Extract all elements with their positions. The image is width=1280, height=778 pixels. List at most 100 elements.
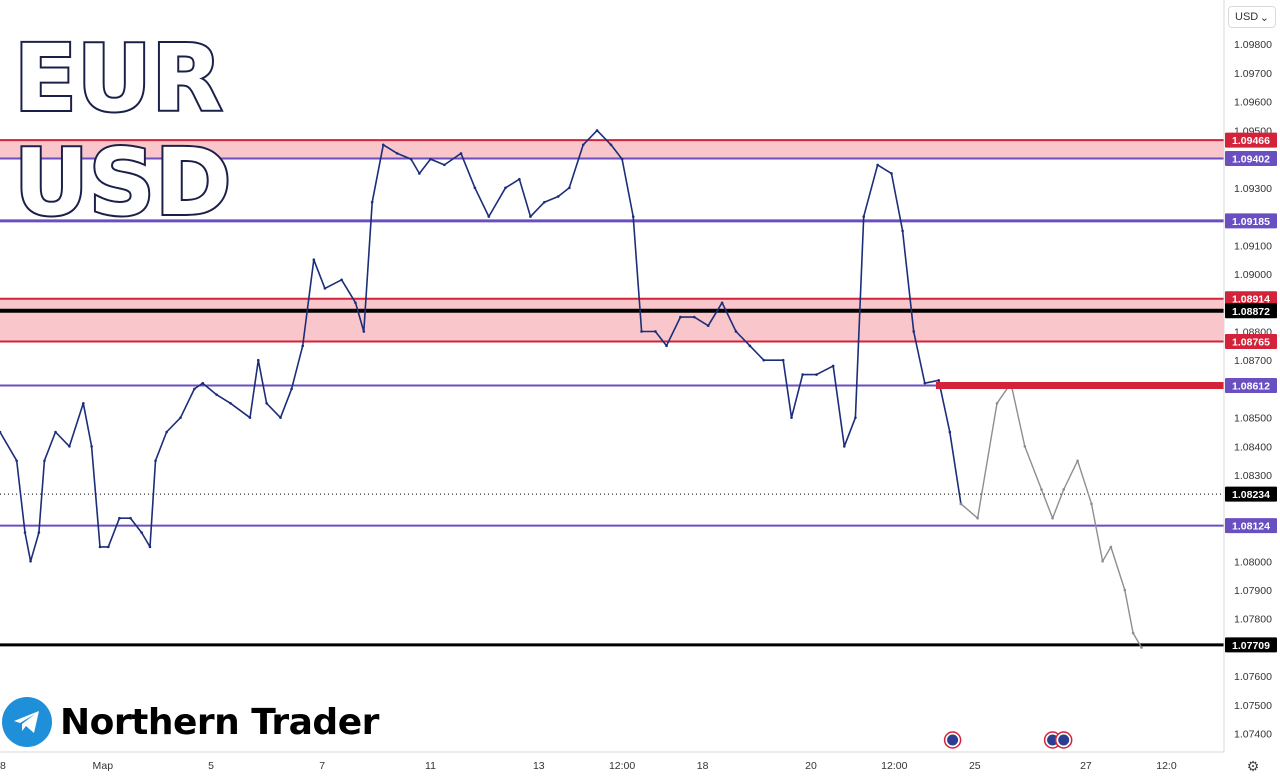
price-point <box>362 330 366 333</box>
price-point <box>581 143 585 147</box>
levels-layer <box>0 139 1224 647</box>
telegram-icon[interactable] <box>2 697 52 747</box>
price-point <box>706 324 710 328</box>
time-axis[interactable]: 28 Мар 5 7 11 13 12:00 18 20 12:00 25 27 12:0 <box>0 760 1177 772</box>
level-label-bg-4 <box>1225 303 1277 319</box>
price-tick-label: 1.09800 <box>1234 39 1272 51</box>
currency-selector-value: USD <box>1235 11 1259 23</box>
level-label-7: 1.08234 <box>1232 489 1270 501</box>
price-point <box>193 387 196 391</box>
price-point <box>340 278 343 282</box>
level-label-5: 1.08765 <box>1232 337 1270 349</box>
series-layer <box>0 129 1143 649</box>
price-point <box>1109 545 1113 549</box>
price-point <box>842 445 846 448</box>
level-label-8: 1.08124 <box>1232 521 1270 533</box>
price-point <box>937 379 941 382</box>
level-label-bg-0 <box>1225 132 1277 148</box>
price-point <box>720 301 724 305</box>
time-tick-label: 5 <box>208 760 214 772</box>
price-tick-label: 1.09100 <box>1234 240 1272 252</box>
price-tick-label: 1.08300 <box>1234 470 1272 482</box>
level-label-bg-2 <box>1225 213 1277 229</box>
level-label-3: 1.08914 <box>1232 294 1270 306</box>
us-flag-icon[interactable] <box>1054 731 1073 749</box>
brand-watermark: Northern Trader <box>2 696 379 748</box>
price-point <box>487 215 491 218</box>
supply-zone-1 <box>0 298 1224 342</box>
price-point <box>529 215 532 218</box>
level-label-9: 1.07709 <box>1232 640 1270 652</box>
level-label-bg-3 <box>1225 291 1277 307</box>
us-flag-icon[interactable] <box>943 731 962 749</box>
supply-zone-0 <box>0 140 1224 159</box>
price-point <box>1101 559 1104 563</box>
price-point <box>748 344 752 348</box>
price-point <box>948 430 952 434</box>
price-point <box>790 416 793 419</box>
price-point <box>229 401 232 405</box>
time-tick-label: 12:00 <box>881 760 907 772</box>
price-point <box>54 430 57 434</box>
currency-selector[interactable]: USD ⌄ <box>1228 6 1276 28</box>
price-tick-label: 1.07500 <box>1234 700 1272 712</box>
level-label-bg-8 <box>1225 518 1277 534</box>
time-tick-label: 28 <box>0 760 6 772</box>
brand-name: Northern Trader <box>60 701 379 743</box>
price-tick-label: 1.08500 <box>1234 413 1272 425</box>
price-point <box>23 531 27 534</box>
price-point <box>1131 631 1135 635</box>
price-point <box>381 143 385 147</box>
title-line-1: EUR <box>14 25 222 132</box>
price-axis[interactable]: 1.098001.097001.096001.095001.093001.091… <box>1234 39 1272 740</box>
price-point <box>179 416 182 419</box>
level-label-bg-9 <box>1225 637 1277 653</box>
price-point <box>301 344 305 348</box>
price-point <box>1123 588 1127 592</box>
level-label-4: 1.08872 <box>1232 306 1270 318</box>
price-point <box>459 152 463 155</box>
price-point <box>370 200 374 204</box>
price-point <box>154 459 157 463</box>
price-point <box>43 459 46 463</box>
price-point <box>518 177 521 181</box>
price-point <box>640 330 643 333</box>
price-point <box>693 315 696 319</box>
price-point <box>0 430 2 434</box>
price-point <box>543 200 546 204</box>
gear-icon[interactable]: ⚙ <box>1246 758 1260 774</box>
price-point <box>354 301 357 305</box>
time-tick-label: 18 <box>697 760 709 772</box>
price-point <box>1040 488 1043 491</box>
price-point <box>923 381 927 385</box>
price-point <box>1062 488 1065 491</box>
price-point <box>890 172 893 175</box>
price-point <box>90 445 93 448</box>
events-layer <box>943 731 1073 749</box>
price-point <box>107 545 110 549</box>
zones-layer <box>0 140 1224 342</box>
level-label-0: 1.09466 <box>1232 135 1270 147</box>
price-point <box>68 445 71 448</box>
price-tick-label: 1.07900 <box>1234 585 1272 597</box>
price-tick-label: 1.08400 <box>1234 441 1272 453</box>
price-point <box>140 531 143 534</box>
price-point <box>654 330 657 333</box>
price-point <box>568 186 571 190</box>
price-point <box>781 358 785 362</box>
level-label-2: 1.09185 <box>1232 216 1270 228</box>
price-point <box>148 545 152 549</box>
price-point <box>201 381 205 385</box>
price-point <box>395 152 399 155</box>
price-point <box>801 373 804 376</box>
time-tick-label: 20 <box>805 760 817 772</box>
title-line-2: USD <box>14 129 231 236</box>
price-point <box>443 163 446 167</box>
time-tick-label: Мар <box>92 760 113 772</box>
price-point <box>98 545 102 549</box>
price-point <box>429 157 432 161</box>
price-point <box>29 559 32 563</box>
price-point <box>595 129 599 132</box>
price-point <box>734 330 738 333</box>
